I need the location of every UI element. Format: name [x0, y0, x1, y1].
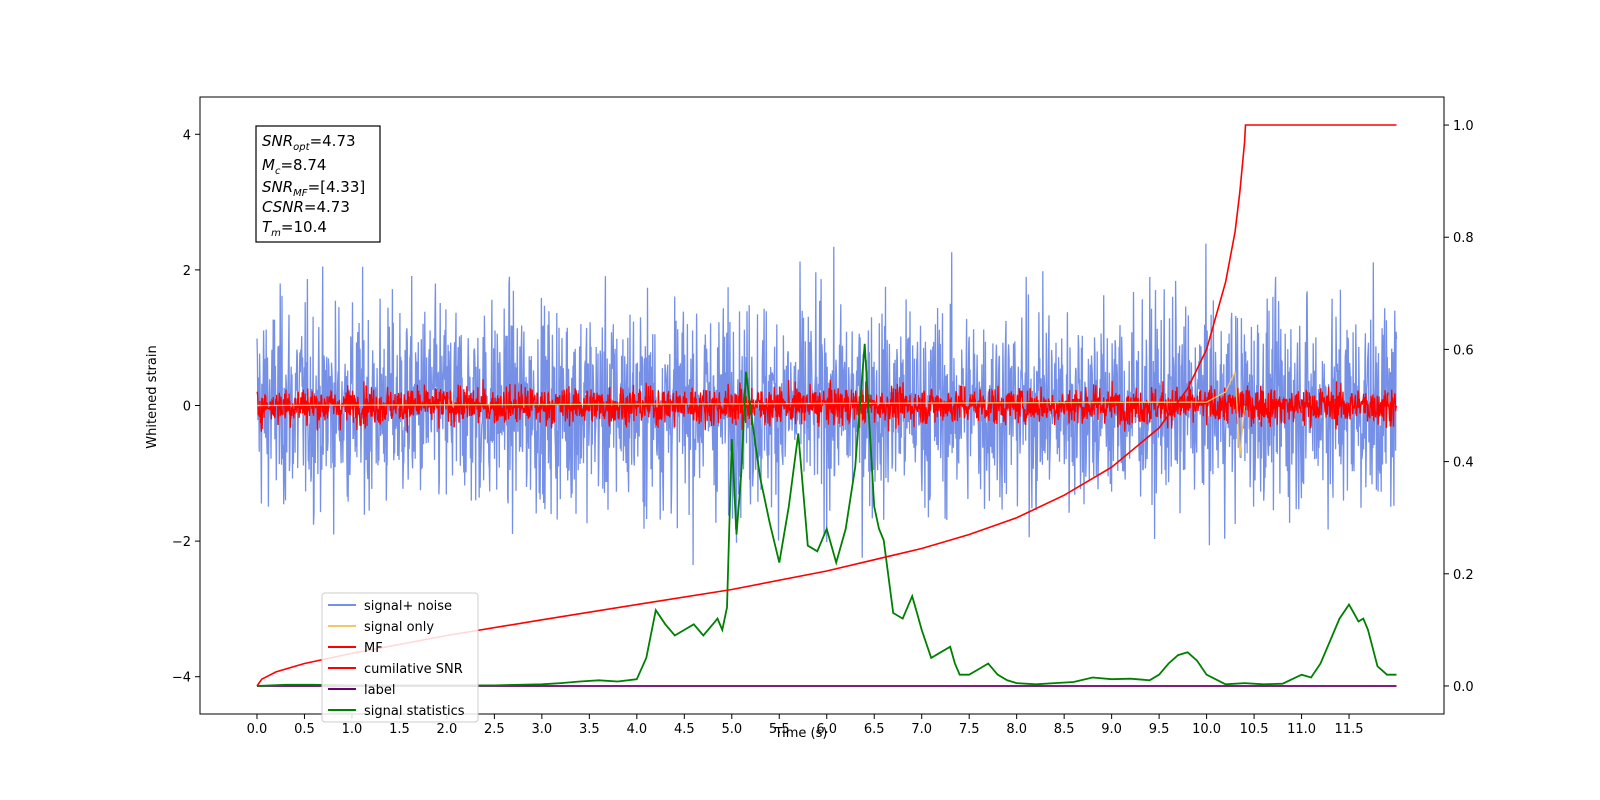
legend-label: signal+ noise: [364, 599, 452, 614]
annotation-csnr: CSNR=4.73: [262, 198, 350, 216]
series-signal-statistics-line: [256, 343, 1397, 687]
x-tick-label: 4.0: [626, 722, 647, 737]
x-tick-label: 2.0: [437, 722, 458, 737]
x-tick-label: 7.0: [911, 722, 932, 737]
y2-tick-label: 0.0: [1453, 680, 1474, 695]
x-tick-label: 9.5: [1149, 722, 1170, 737]
series-signal-only-line: [256, 371, 1246, 457]
x-tick-label: 6.0: [816, 722, 837, 737]
annotation-mc: Mc=8.74: [262, 156, 326, 177]
x-tick-label: 9.0: [1101, 722, 1122, 737]
y2-tick-label: 0.8: [1453, 231, 1474, 246]
x-tick-label: 10.0: [1192, 722, 1221, 737]
x-tick-label: 0.0: [247, 722, 268, 737]
annotation-snr-mf: SNRMF=[4.33]: [262, 178, 365, 199]
legend-frame: [321, 592, 479, 723]
x-tick-label: 0.5: [294, 722, 315, 737]
x-tick-label: 3.5: [579, 722, 600, 737]
legend-label: signal only: [364, 620, 434, 635]
x-tick-label: 8.0: [1006, 722, 1027, 737]
x-tick-label: 1.5: [389, 722, 410, 737]
x-axis-label: Time (s): [774, 726, 828, 741]
y2-tick-label: 1.0: [1453, 119, 1474, 134]
x-tick-label: 3.0: [532, 722, 553, 737]
annotation-tm: Tm=10.4: [262, 218, 327, 239]
legend-label: label: [364, 683, 395, 698]
legend-label: MF: [364, 641, 383, 656]
series-mf-line: [256, 379, 1398, 433]
y2-tick-label: 0.4: [1453, 456, 1474, 471]
x-tick-label: 4.5: [674, 722, 695, 737]
axes: 0.0 0.5 1.0 1.5 2.0 2.5 3.0 3.5 4.0 4.5 5.0 5.5 6.0 6…: [172, 96, 1474, 737]
legend-label: signal statistics: [364, 704, 465, 719]
x-tick-label: 1.0: [342, 722, 363, 737]
annotation-box: SNRopt=4.73 Mc=8.74 SNRMF=[4.33] CSNR=4.…: [255, 125, 381, 243]
x-tick-label: 11.5: [1335, 722, 1364, 737]
annotation-snr-opt: SNRopt=4.73: [262, 132, 356, 153]
y2-tick-label: 0.6: [1453, 343, 1474, 358]
x-tick-label: 11.0: [1287, 722, 1316, 737]
x-tick-label: 6.5: [864, 722, 885, 737]
legend: signal+ noise signal only MF cumilative SNR…: [321, 592, 479, 723]
x-tick-label: 7.5: [959, 722, 980, 737]
legend-label: cumilative SNR: [364, 662, 463, 677]
x-tick-label: 10.5: [1240, 722, 1269, 737]
y-axis-label: Whitened strain: [145, 345, 160, 448]
y-tick-label: −2: [172, 535, 191, 550]
y-tick-label: 0: [183, 400, 191, 415]
y-tick-label: 4: [183, 128, 191, 143]
y-tick-label: 2: [183, 264, 191, 279]
x-tick-label: 2.5: [484, 722, 505, 737]
x-tick-label: 8.5: [1054, 722, 1075, 737]
y-tick-label: −4: [172, 671, 191, 686]
y2-tick-label: 0.2: [1453, 568, 1474, 583]
x-tick-label: 5.5: [769, 722, 790, 737]
x-tick-label: 5.0: [721, 722, 742, 737]
